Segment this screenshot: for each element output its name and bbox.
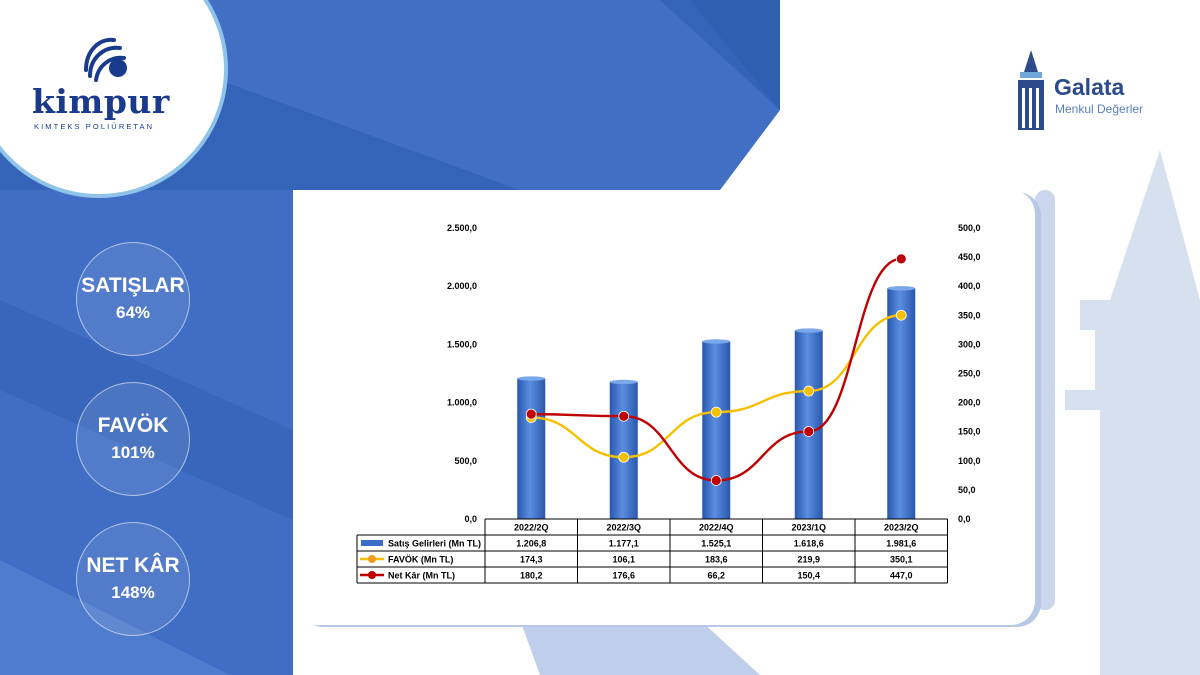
series-point [618, 410, 630, 422]
stat-ebitda-title: FAVÖK [97, 414, 169, 437]
galata-tower-icon [1018, 50, 1044, 130]
data-label: 1.206,8 [516, 539, 546, 549]
company-logo-text: kimpur [32, 82, 170, 121]
data-label: 183,6 [705, 555, 728, 565]
legend-series-name: Satış Gelirleri (Mn TL) [388, 539, 481, 549]
legend-series-name: FAVÖK (Mn TL) [388, 555, 453, 565]
y-right-tick-label: 450,0 [958, 252, 981, 262]
y-right-tick-label: 0,0 [958, 514, 971, 524]
stat-sales: SATIŞLAR 64% [76, 242, 190, 356]
legend-key-point [368, 555, 376, 563]
bar [609, 381, 638, 519]
series-point [525, 408, 537, 420]
stat-sales-title: SATIŞLAR [81, 274, 185, 297]
data-label: 1.981,6 [886, 539, 916, 549]
series-point [710, 475, 722, 486]
y-left-tick-label: 1.000,0 [447, 398, 477, 408]
bar-top [887, 286, 916, 291]
y-left-tick-label: 2.000,0 [447, 281, 477, 291]
data-label: 447,0 [890, 571, 913, 581]
broker-logo-text: Galata [1054, 74, 1125, 100]
data-label: 1.177,1 [609, 539, 639, 549]
y-right-tick-label: 250,0 [958, 369, 981, 379]
data-label: 106,1 [612, 555, 635, 565]
y-left-tick-label: 500,0 [454, 456, 477, 466]
stat-net-profit-value: 148% [111, 583, 155, 602]
series-point [618, 451, 630, 463]
series-point [803, 385, 815, 397]
data-label: 150,4 [797, 571, 820, 581]
bar-top [517, 376, 546, 381]
stat-net-profit: NET KÂR 148% [76, 522, 190, 636]
data-label: 350,1 [890, 555, 913, 565]
series-line [531, 257, 902, 482]
bar [794, 330, 823, 519]
data-label: 1.618,6 [794, 539, 824, 549]
bar-top [794, 328, 823, 333]
galata-tower-watermark-icon [1065, 150, 1200, 675]
y-right-tick-label: 200,0 [958, 398, 981, 408]
y-left-tick-label: 1.500,0 [447, 339, 477, 349]
series-point [895, 309, 907, 321]
series-point [895, 253, 907, 265]
data-label: 174,3 [520, 555, 543, 565]
x-category-label: 2023/2Q [884, 523, 919, 533]
broker-tagline: Menkul Değerler [1055, 102, 1144, 116]
y-right-tick-label: 50,0 [958, 485, 976, 495]
data-label: 180,2 [520, 571, 543, 581]
bar-top [702, 339, 731, 344]
stat-net-profit-title: NET KÂR [86, 554, 180, 577]
y-left-tick-label: 2.500,0 [447, 223, 477, 233]
data-label: 176,6 [612, 571, 635, 581]
y-right-tick-label: 400,0 [958, 281, 981, 291]
company-tagline: KIMTEKS POLIÜRETAN [34, 122, 155, 131]
bar-top [609, 379, 638, 385]
y-right-tick-label: 150,0 [958, 427, 981, 437]
x-category-label: 2022/2Q [514, 523, 549, 533]
stat-ebitda-value: 101% [111, 443, 155, 462]
data-label: 219,9 [797, 555, 820, 565]
x-category-label: 2022/3Q [606, 523, 641, 533]
y-left-tick-label: 0,0 [464, 514, 477, 524]
bar [517, 378, 546, 519]
legend-key-bar [361, 540, 383, 546]
financial-chart: 0,0 500,0 1.000,0 1.500,0 2.000,0 2.500,0 0,0 5… [356, 223, 981, 584]
series-point [803, 426, 815, 437]
y-right-tick-label: 500,0 [958, 223, 981, 233]
legend-series-name: Net Kâr (Mn TL) [388, 571, 455, 581]
data-label: 66,2 [707, 571, 725, 581]
stat-sales-value: 64% [115, 303, 151, 322]
y-right-tick-label: 100,0 [958, 456, 981, 466]
y-right-tick-label: 350,0 [958, 310, 981, 320]
legend-key-point [368, 571, 376, 579]
chart-card: 0,0 500,0 1.000,0 1.500,0 2.000,0 2.500,0 0,0 5… [293, 190, 1035, 625]
lion-head-icon [84, 37, 127, 82]
bar [702, 341, 731, 519]
y-right-tick-label: 300,0 [958, 339, 981, 349]
bar [887, 288, 916, 519]
x-category-label: 2022/4Q [699, 523, 734, 533]
x-category-label: 2023/1Q [791, 523, 826, 533]
stat-ebitda: FAVÖK 101% [76, 382, 190, 496]
data-label: 1.525,1 [701, 539, 731, 549]
series-point [710, 406, 722, 418]
